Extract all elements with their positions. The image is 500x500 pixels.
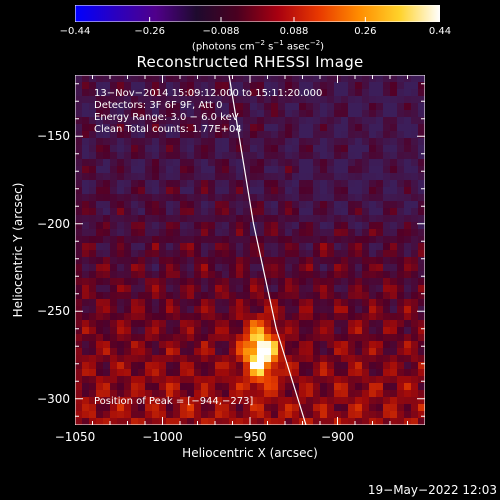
y-tick-label: −300	[37, 391, 70, 406]
y-tick-label: −250	[37, 304, 70, 319]
info-energy: Energy Range: 3.0 − 6.0 keV	[94, 112, 239, 123]
x-tick-label: −900	[321, 430, 354, 444]
colorbar-tick-label: −0.26	[134, 26, 165, 37]
date-stamp: 19−May−2022 12:03	[367, 483, 497, 497]
info-time: 13−Nov−2014 15:09:12.000 to 15:11:20.000	[94, 88, 323, 99]
x-tick-label: −1000	[142, 430, 183, 444]
colorbar-tick-label: 0.26	[354, 26, 377, 37]
colorbar-tick-label: 0.088	[279, 26, 309, 37]
peak-position: Position of Peak = [−944,−273]	[94, 396, 254, 407]
y-axis-label: Heliocentric Y (arcsec)	[11, 182, 25, 318]
x-tick-label: −1050	[54, 430, 96, 444]
solar-limb-line	[228, 75, 307, 425]
axis-ticks	[75, 75, 425, 425]
x-axis-label: Heliocentric X (arcsec)	[182, 446, 318, 460]
y-tick-label: −150	[37, 129, 70, 144]
image-title: Reconstructed RHESSI Image	[136, 53, 364, 71]
y-tick-label: −200	[37, 216, 70, 231]
colorbar-tick-label: −0.088	[202, 26, 240, 37]
colorbar-units: (photons cm−2 s−1 asec−2)	[191, 39, 325, 53]
rhessi-image	[75, 75, 425, 425]
image-pixels	[75, 75, 425, 425]
info-detectors: Detectors: 3F 6F 9F, Att 0	[94, 100, 223, 111]
colorbar-tick-label: −0.44	[59, 26, 91, 37]
info-clean: Clean Total counts: 1.77E+04	[94, 124, 242, 135]
colorbar	[75, 5, 440, 22]
x-tick-label: −950	[233, 430, 267, 444]
colorbar-tick-label: 0.44	[428, 26, 452, 37]
